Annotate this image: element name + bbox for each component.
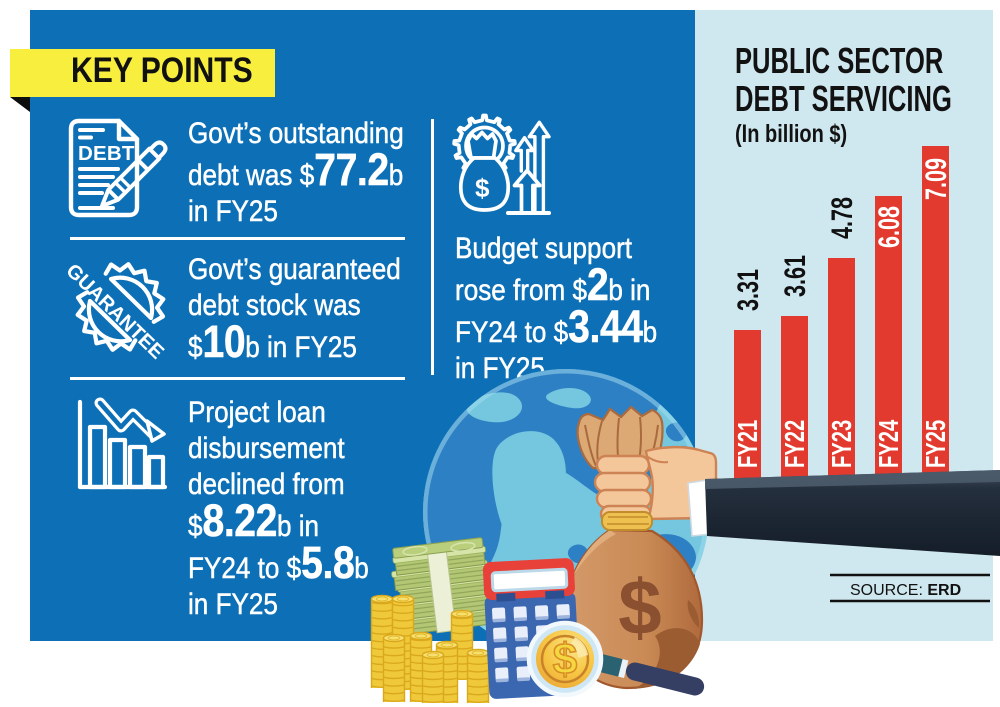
svg-text:$: $	[475, 173, 490, 203]
svg-text:7.09: 7.09	[918, 158, 952, 200]
svg-text:3.31: 3.31	[730, 269, 764, 311]
svg-text:FY22: FY22	[780, 420, 811, 468]
svg-text:FY21: FY21	[733, 420, 764, 468]
svg-text:$: $	[553, 635, 577, 684]
svg-text:6.08: 6.08	[871, 206, 905, 248]
svg-text:DEBT: DEBT	[78, 142, 135, 165]
svg-text:SOURCE: ERD: SOURCE: ERD	[850, 582, 961, 599]
svg-text:FY25: FY25	[921, 420, 952, 468]
svg-text:3.61: 3.61	[777, 255, 811, 297]
svg-text:$: $	[618, 563, 661, 651]
svg-text:4.78: 4.78	[824, 197, 858, 239]
svg-text:FY23: FY23	[827, 420, 858, 468]
svg-text:FY24: FY24	[874, 419, 905, 468]
